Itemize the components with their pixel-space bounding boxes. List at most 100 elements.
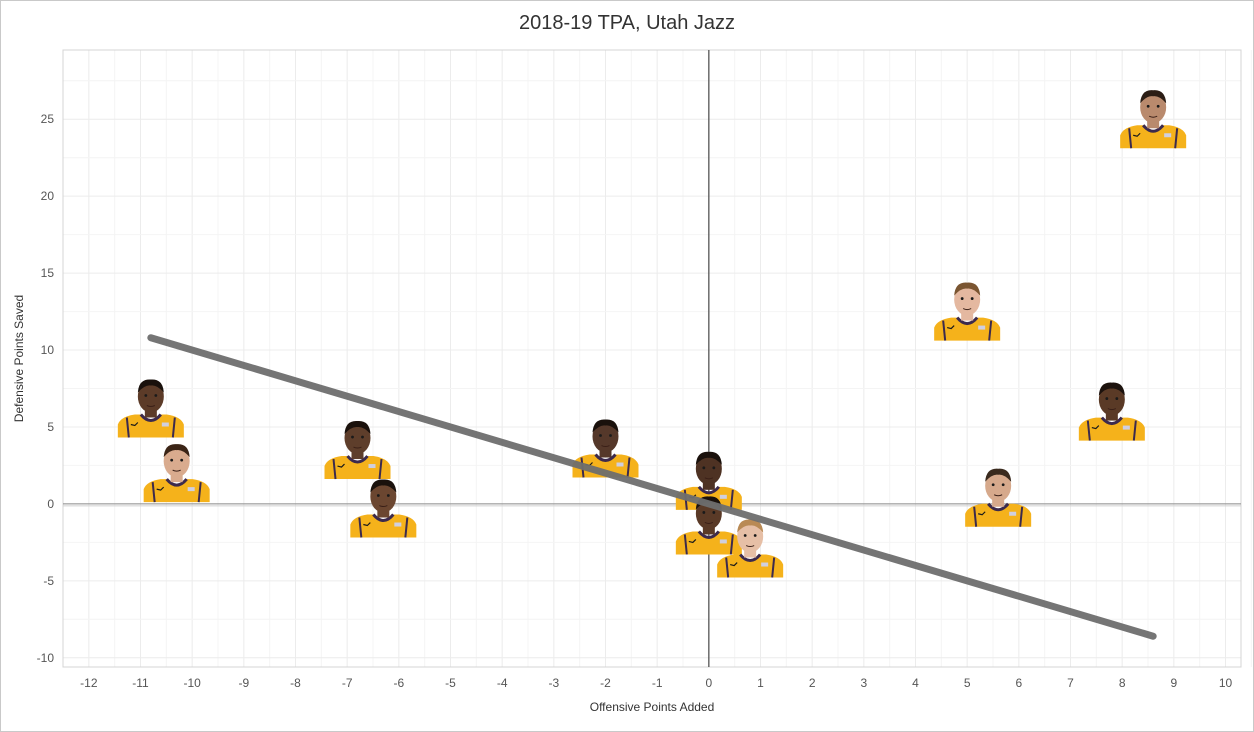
x-tick-label: -9 [238, 676, 249, 690]
jersey-logo [1122, 425, 1130, 430]
face-shape [695, 452, 722, 485]
neck-shape [961, 311, 974, 321]
player-headshot-point [350, 479, 417, 538]
eye-right [1115, 397, 1119, 400]
jersey-trim-right [729, 534, 734, 555]
jersey-collar [739, 553, 762, 563]
x-tick-label: -12 [80, 676, 98, 690]
player-headshot-point [117, 379, 184, 438]
x-tick-label: 8 [1119, 676, 1126, 690]
eye-left [1146, 104, 1150, 108]
jersey-trim-left [683, 534, 688, 555]
jersey-trim-left [125, 417, 130, 438]
y-tick-labels: -10 -5 0 5 10 15 20 25 [37, 112, 55, 665]
jersey-collar [1100, 416, 1123, 426]
hair-shape [737, 519, 764, 533]
jersey-shape [324, 456, 391, 480]
neck-shape [1147, 119, 1160, 129]
jersey-trim-right [378, 458, 383, 480]
jersey-trim-right [197, 482, 202, 503]
face-shape [1140, 91, 1167, 124]
jersey-swoosh [688, 539, 697, 544]
neck-shape [992, 497, 1005, 507]
plot-border [62, 49, 1242, 668]
jersey-shape [350, 514, 417, 538]
neck-shape [170, 473, 183, 483]
zero-lines [63, 50, 1241, 667]
jersey-trim-right [626, 457, 631, 478]
neck-shape [599, 448, 612, 458]
jersey-trim-left [973, 506, 978, 527]
eye-right [712, 511, 716, 514]
x-tick-labels: -12 -11 -10 -9 -8 -7 -6 -5 -4 -3 -2 -1 0 1 2 3 4 5 6 7 8 9 10 [80, 676, 1232, 690]
hair-shape [592, 419, 619, 433]
face-shape [370, 480, 397, 513]
jersey-shape [675, 531, 742, 555]
hair-shape [163, 444, 190, 458]
eye-right [609, 434, 612, 437]
jersey-trim-right [729, 489, 734, 510]
jersey-trim-right [404, 517, 409, 538]
hair-shape [344, 420, 371, 435]
jersey-trim-right [1132, 420, 1137, 441]
jersey-logo [616, 462, 624, 467]
x-tick-label: -1 [652, 676, 663, 690]
eye-right [1001, 483, 1005, 487]
x-tick-label: 1 [757, 676, 764, 690]
trend-line [147, 334, 1157, 640]
neck-shape [744, 548, 757, 558]
jersey-trim-left [942, 320, 947, 341]
x-tick-label: 4 [912, 676, 919, 690]
face-shape [163, 445, 190, 478]
neck-shape [702, 480, 715, 490]
jersey-shape [934, 317, 1001, 341]
jersey-trim-right [1019, 506, 1024, 527]
eye-right [712, 466, 716, 470]
x-tick-label: -11 [132, 676, 149, 690]
jersey-shape [143, 479, 210, 503]
jersey-trim-right [771, 557, 776, 578]
jersey-trim-right [1174, 128, 1179, 149]
grid-lines [63, 50, 1252, 667]
jersey-swoosh [978, 511, 986, 516]
x-tick-label: -6 [393, 676, 404, 690]
data-points [117, 90, 1187, 578]
jersey-swoosh [1091, 425, 1100, 430]
jersey-shape [717, 554, 784, 578]
player-headshot-point [143, 444, 210, 503]
jersey-shape [117, 414, 184, 438]
player-headshot-point [1120, 90, 1187, 149]
x-tick-label: -5 [445, 676, 456, 690]
mouth-shape [1148, 115, 1158, 118]
neck-shape [351, 450, 364, 460]
x-tick-label: -7 [342, 676, 353, 690]
x-tick-label: -4 [497, 676, 508, 690]
neck-shape [144, 408, 157, 418]
neck-shape [702, 525, 715, 535]
jersey-logo [978, 325, 986, 330]
hair-shape [370, 479, 397, 493]
hair-shape [954, 282, 981, 296]
x-tick-label: 9 [1170, 676, 1177, 690]
eye-right [1156, 104, 1160, 108]
player-headshot-point [572, 419, 639, 478]
eye-right [180, 458, 184, 462]
eye-right [154, 394, 158, 397]
neck-shape [377, 508, 390, 518]
mouth-shape [353, 446, 362, 449]
mouth-shape [601, 445, 610, 448]
eye-right [753, 534, 757, 537]
face-shape [344, 422, 371, 455]
jersey-collar [956, 316, 979, 326]
y-tick-label: 20 [41, 189, 55, 203]
eye-right [970, 297, 974, 300]
jersey-collar [139, 413, 162, 422]
player-headshot-point [965, 468, 1032, 527]
mouth-shape [962, 308, 972, 311]
jersey-logo [161, 422, 169, 427]
x-tick-label: -8 [290, 676, 301, 690]
x-tick-label: 5 [964, 676, 971, 690]
face-shape [985, 469, 1012, 502]
hair-shape [695, 451, 722, 465]
mouth-shape [146, 405, 156, 408]
